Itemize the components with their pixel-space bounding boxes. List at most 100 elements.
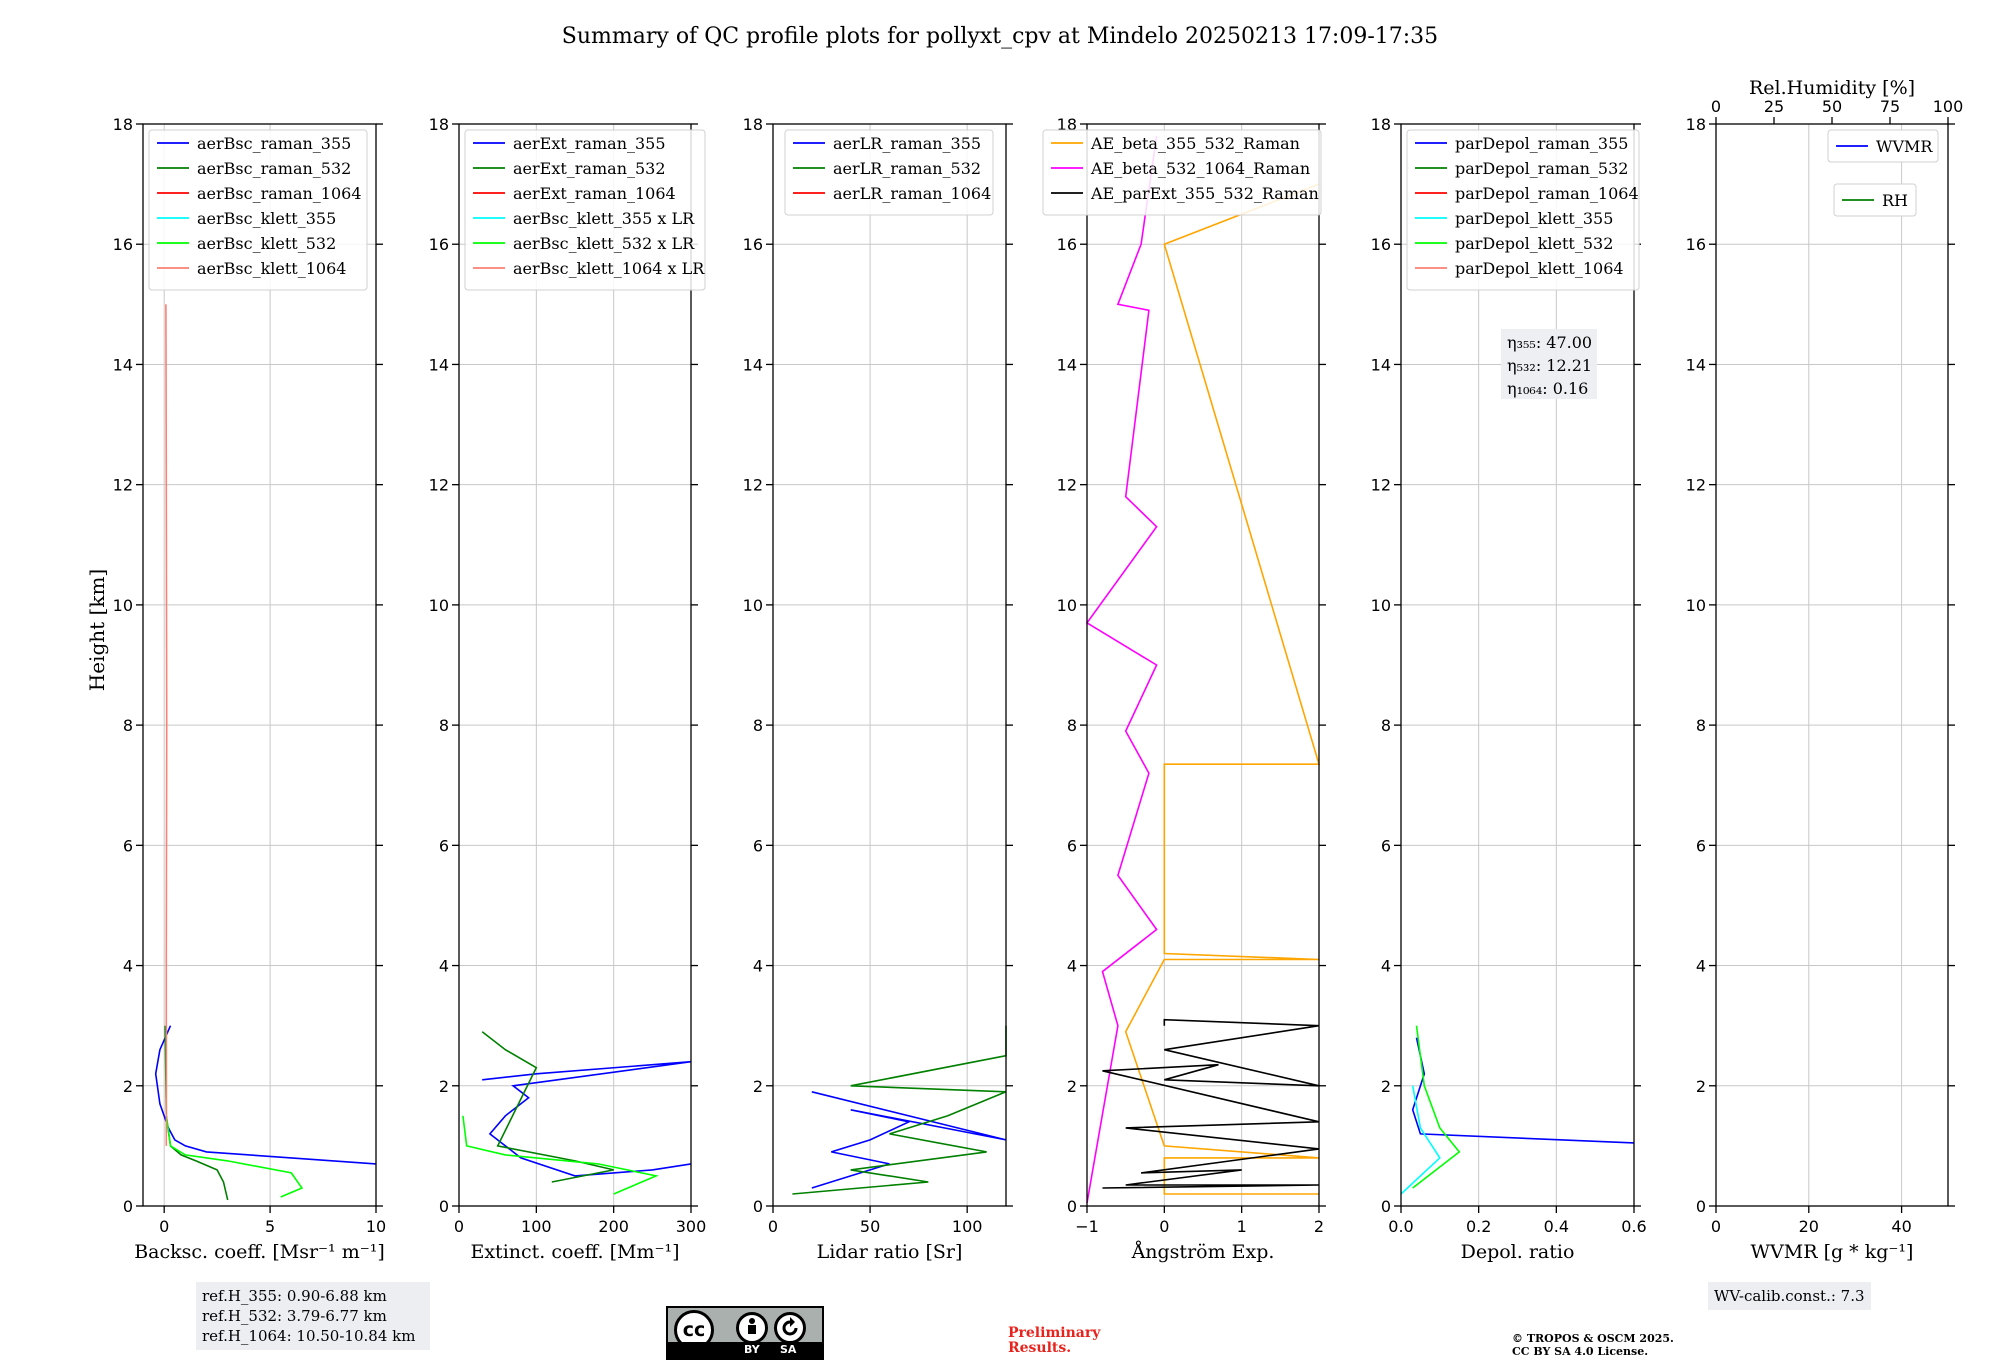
- y-tick-label: 8: [1067, 716, 1077, 735]
- legend-label: parDepol_klett_532: [1455, 234, 1613, 253]
- x-tick-label: −1: [1075, 1217, 1099, 1236]
- reference-heights-box: ref.H_355: 0.90-6.88 km ref.H_532: 3.79-…: [196, 1282, 430, 1350]
- y-tick-label: 6: [1381, 836, 1391, 855]
- x-tick-label: 0.2: [1466, 1217, 1491, 1236]
- legend-label: aerLR_raman_355: [833, 134, 981, 153]
- y-tick-label: 0: [1067, 1197, 1077, 1216]
- y-tick-label: 12: [429, 476, 449, 495]
- y-tick-label: 0: [753, 1197, 763, 1216]
- legend-label: aerBsc_raman_532: [197, 159, 351, 178]
- y-tick-label: 4: [123, 957, 133, 976]
- x-axis-label: Extinct. coeff. [Mm⁻¹]: [470, 1241, 679, 1263]
- y-tick-label: 16: [1686, 235, 1706, 254]
- series-line-aerBsc_raman_355: [154, 1025, 377, 1165]
- y-tick-label: 8: [439, 716, 449, 735]
- y-tick-label: 18: [429, 115, 449, 134]
- y-tick-label: 18: [1371, 115, 1391, 134]
- legend-label: aerLR_raman_1064: [833, 184, 991, 203]
- series-line-AE_beta_532_1064_Raman: [1085, 135, 1158, 1204]
- figure-title: Summary of QC profile plots for pollyxt_…: [562, 24, 1438, 49]
- y-tick-label: 2: [1696, 1077, 1706, 1096]
- series-line-aerExt_raman_532: [481, 1031, 614, 1183]
- y-tick-label: 2: [123, 1077, 133, 1096]
- y-tick-label: 6: [1067, 836, 1077, 855]
- y-tick-label: 10: [743, 596, 763, 615]
- y-tick-label: 0: [1696, 1197, 1706, 1216]
- x-axis-label: Lidar ratio [Sr]: [817, 1241, 963, 1263]
- y-tick-label: 10: [429, 596, 449, 615]
- y-tick-label: 8: [123, 716, 133, 735]
- y-tick-label: 10: [1686, 596, 1706, 615]
- top-x-tick-label: 50: [1822, 97, 1842, 116]
- legend-label: aerExt_raman_355: [513, 134, 666, 153]
- by-person-icon: [736, 1312, 768, 1344]
- legend-label: aerLR_raman_532: [833, 159, 981, 178]
- y-tick-label: 12: [743, 476, 763, 495]
- y-tick-label: 18: [1686, 115, 1706, 134]
- y-tick-label: 14: [743, 355, 763, 374]
- preliminary-line-2: Results.: [1008, 1340, 1072, 1356]
- series-line-AE_beta_355_532_Raman: [1124, 183, 1321, 1195]
- x-tick-label: 0.0: [1388, 1217, 1413, 1236]
- y-tick-label: 8: [753, 716, 763, 735]
- panel-bsc: 0 2 4 6 8 10 12 14 16 18 0 5 10 Backsc. coeff. [Msr⁻¹…: [113, 115, 387, 1263]
- legend-box: [1827, 129, 1939, 163]
- series-line-aerBsc_klett_1064: [165, 304, 168, 1146]
- legend-label: WVMR: [1876, 137, 1933, 156]
- sa-label: SA: [780, 1343, 797, 1356]
- eta-annotation: η₅₃₂: 12.21: [1507, 356, 1592, 375]
- y-tick-label: 4: [753, 957, 763, 976]
- y-tick-label: 16: [743, 235, 763, 254]
- y-tick-label: 14: [1371, 355, 1391, 374]
- y-tick-label: 6: [1696, 836, 1706, 855]
- series-line-aerLR_raman_355: [811, 1091, 1007, 1189]
- x-tick-label: 50: [860, 1217, 880, 1236]
- legend-label: aerBsc_klett_1064: [197, 259, 346, 278]
- x-axis-label: Depol. ratio: [1461, 1241, 1575, 1263]
- y-tick-label: 10: [1057, 596, 1077, 615]
- legend-box: [784, 129, 994, 216]
- x-tick-label: 0: [1159, 1217, 1169, 1236]
- cc-badge-strip: BY SA: [668, 1342, 822, 1358]
- y-tick-label: 2: [753, 1077, 763, 1096]
- legend-label: AE_parExt_355_532_Raman: [1090, 184, 1319, 203]
- x-tick-label: 0: [1711, 1217, 1721, 1236]
- series-line-aerExt_raman_355: [482, 1060, 692, 1177]
- y-tick-label: 12: [1686, 476, 1706, 495]
- x-axis-label: Backsc. coeff. [Msr⁻¹ m⁻¹]: [134, 1241, 385, 1263]
- x-tick-label: 2: [1314, 1217, 1324, 1236]
- legend-label: aerBsc_raman_355: [197, 134, 351, 153]
- legend-label: aerBsc_klett_355: [197, 209, 336, 228]
- copyright-line-2: CC BY SA 4.0 License.: [1512, 1345, 1649, 1358]
- legend-label: RH: [1882, 191, 1908, 210]
- copyright-note: © TROPOS & OSCM 2025. CC BY SA 4.0 Licen…: [1512, 1332, 1674, 1358]
- wv-calib-text: WV-calib.const.: 7.3: [1714, 1287, 1865, 1305]
- y-tick-label: 6: [753, 836, 763, 855]
- copyright-line-1: © TROPOS & OSCM 2025.: [1512, 1332, 1674, 1345]
- y-tick-label: 18: [113, 115, 133, 134]
- y-tick-label: 14: [1057, 355, 1077, 374]
- y-tick-label: 14: [1686, 355, 1706, 374]
- y-tick-label: 16: [429, 235, 449, 254]
- x-tick-label: 100: [521, 1217, 552, 1236]
- panel-ext: 0 2 4 6 8 10 12 14 16 18 0 100 200 300 Extinct. coeff.…: [429, 115, 707, 1263]
- y-tick-label: 16: [1371, 235, 1391, 254]
- by-label: BY: [744, 1343, 760, 1356]
- y-tick-label: 12: [1371, 476, 1391, 495]
- x-tick-label: 0.6: [1621, 1217, 1646, 1236]
- y-tick-label: 12: [1057, 476, 1077, 495]
- legend-label: parDepol_raman_355: [1455, 134, 1628, 153]
- legend-label: parDepol_raman_1064: [1455, 184, 1639, 203]
- ref-height-355: ref.H_355: 0.90-6.88 km: [202, 1287, 387, 1305]
- legend-label: aerBsc_klett_355 x LR: [513, 209, 695, 228]
- legend-box: [1833, 183, 1917, 217]
- top-x-tick-label: 100: [1933, 97, 1964, 116]
- y-tick-label: 0: [123, 1197, 133, 1216]
- axes-frame: [142, 123, 377, 1207]
- y-tick-label: 18: [1057, 115, 1077, 134]
- legend-label: aerBsc_klett_1064 x LR: [513, 259, 705, 278]
- y-tick-label: 16: [113, 235, 133, 254]
- y-tick-label: 2: [1067, 1077, 1077, 1096]
